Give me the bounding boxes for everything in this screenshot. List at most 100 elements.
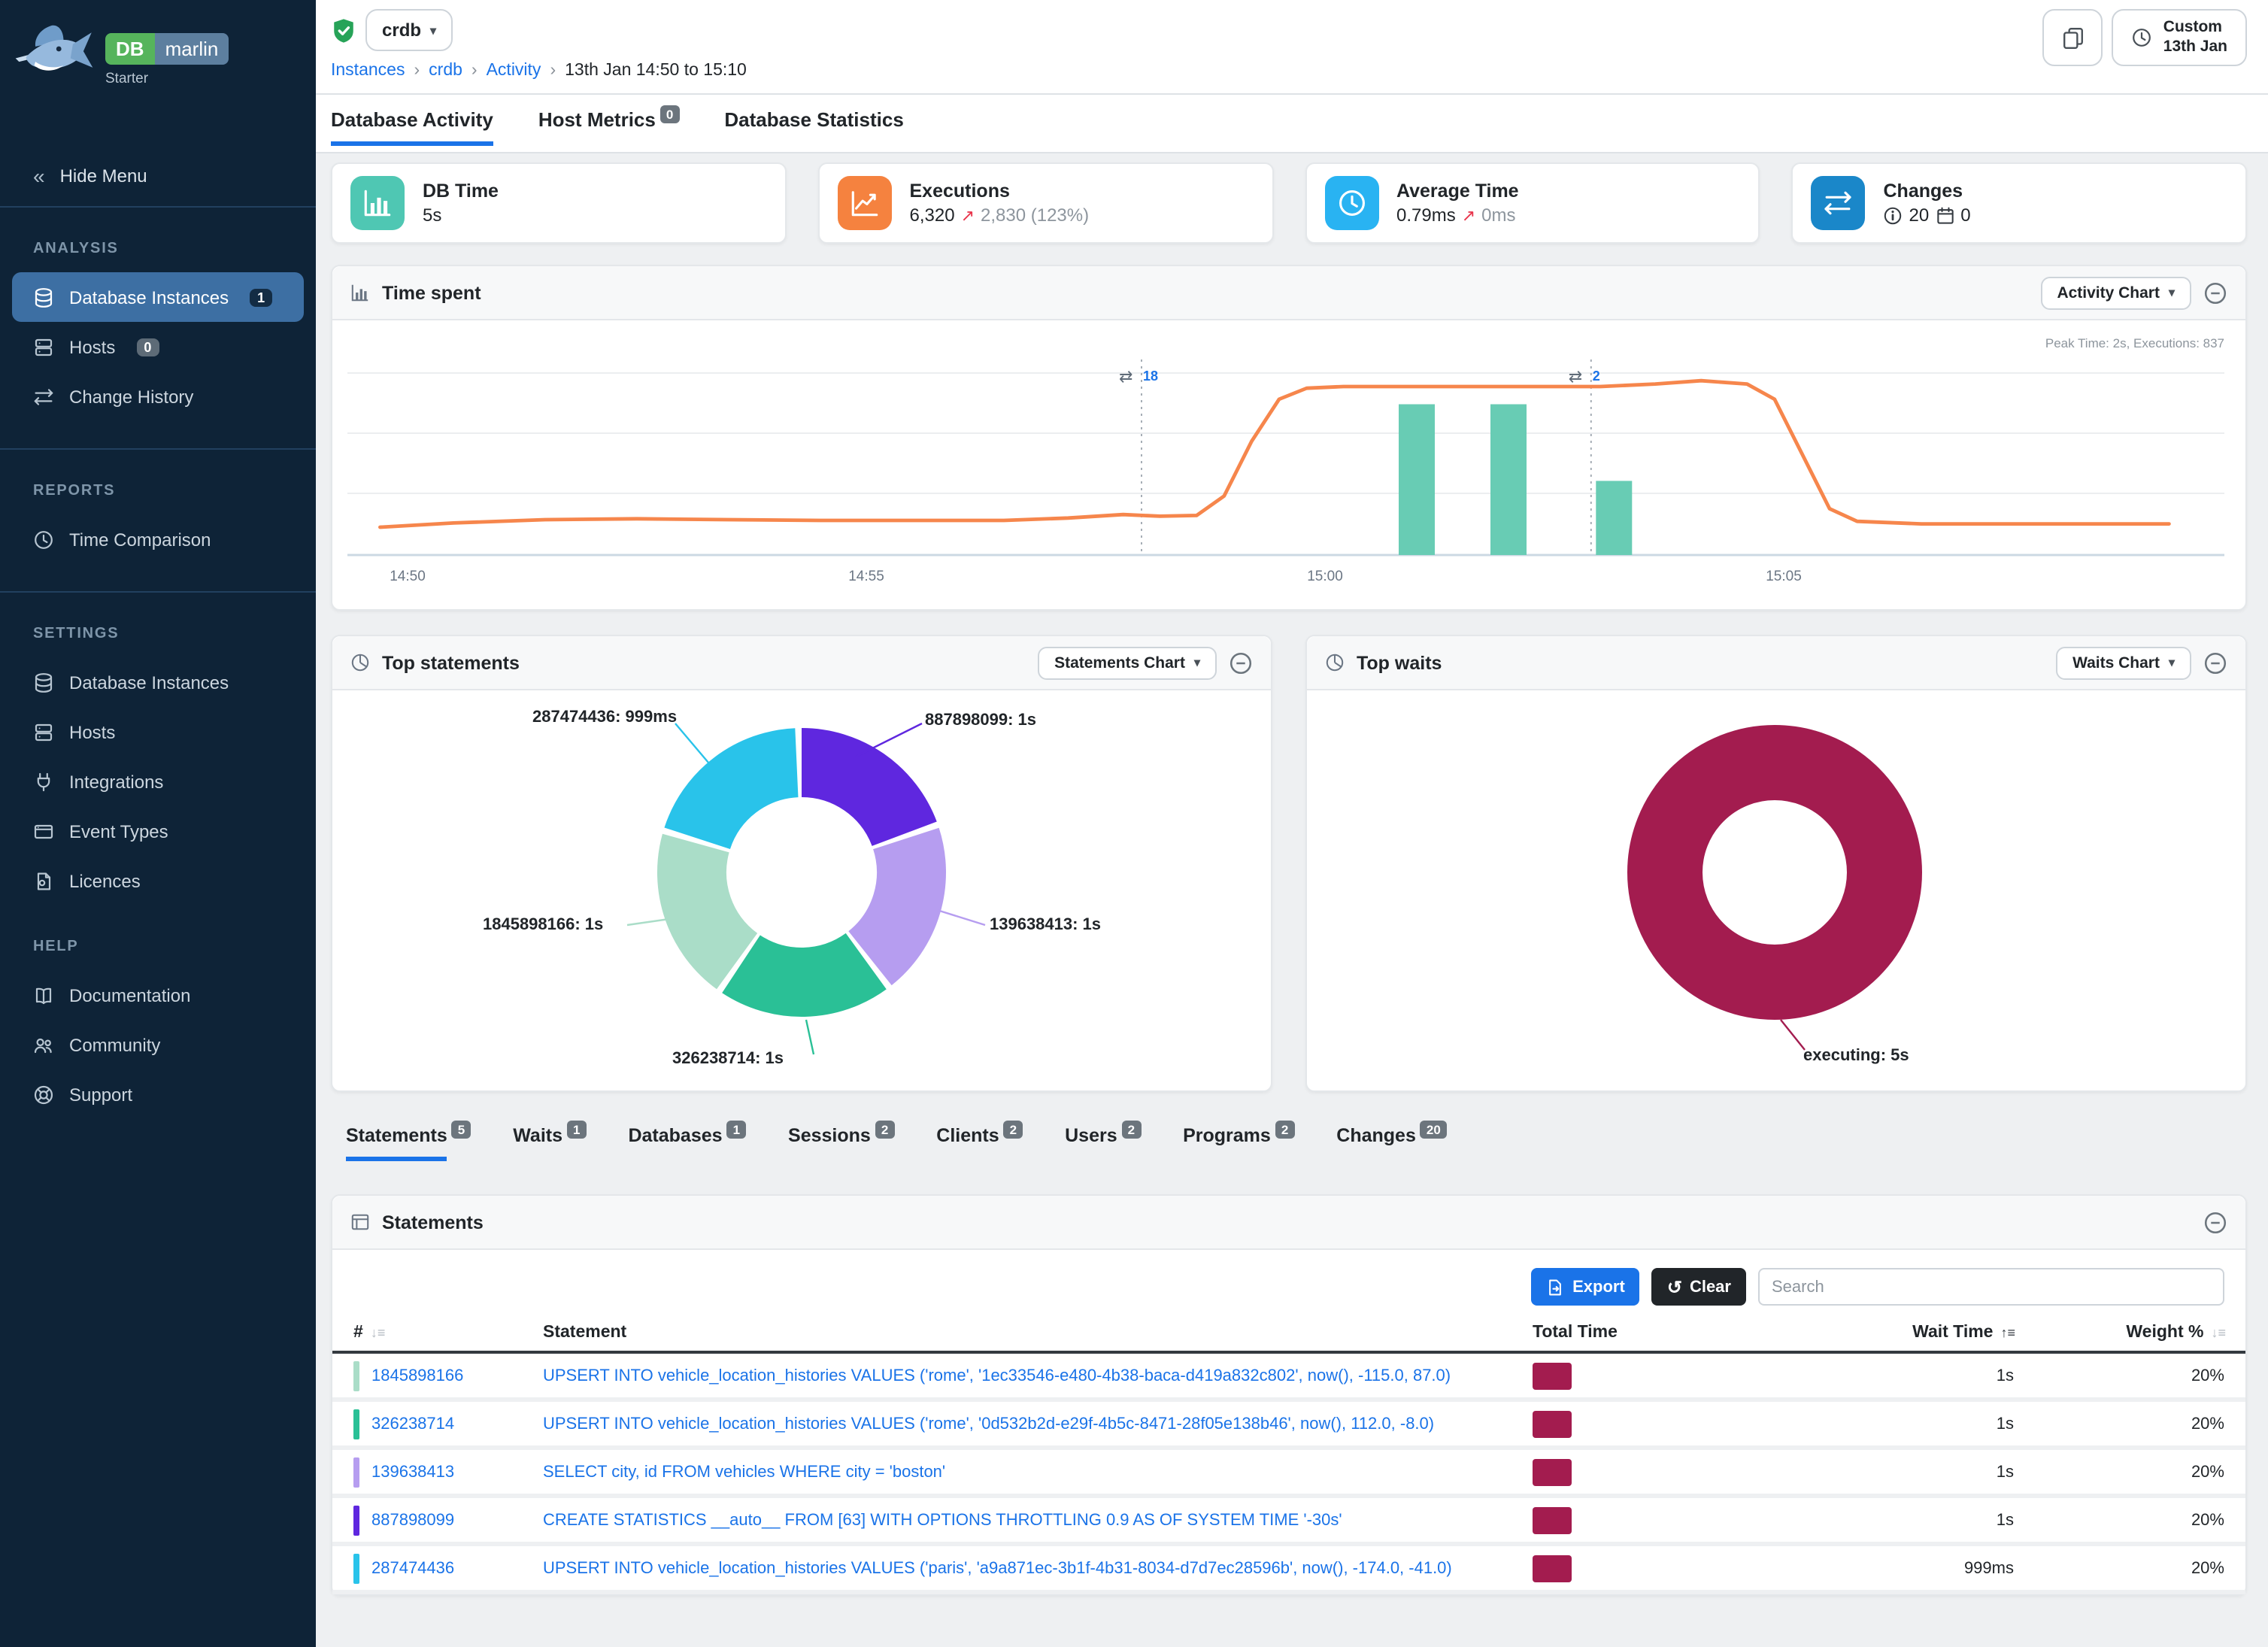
statement-link[interactable]: CREATE STATISTICS __auto__ FROM [63] WIT… [543,1511,1342,1529]
sidebar-item-integrations[interactable]: Integrations [0,757,316,806]
export-icon [1548,1278,1561,1295]
search-input[interactable] [1758,1268,2224,1306]
collapse-panel-icon[interactable] [2203,651,2227,675]
sidebar-item-licences[interactable]: Licences [0,856,316,905]
donut-segment-887898099[interactable] [657,728,946,1017]
tab-programs[interactable]: Programs 2 [1183,1121,1295,1176]
tab-statements[interactable]: Statements 5 [346,1121,471,1176]
metric-card-executions[interactable]: Executions 6,320 ↗ 2,830 (123%) [817,162,1273,244]
table-row: 887898099 CREATE STATISTICS __auto__ FROM… [332,1498,2245,1546]
pie-chart-icon [350,653,370,672]
donut-segment-139638413[interactable] [657,728,946,1017]
metric-card-changes[interactable]: Changes 20 0 [1791,162,2247,244]
tab-clients[interactable]: Clients 2 [936,1121,1023,1176]
donut-label-139638413: 139638413: 1s [990,916,1102,934]
table-row: 326238714 UPSERT INTO vehicle_location_hi… [332,1402,2245,1450]
breadcrumb-link-instances[interactable]: Instances [331,62,405,80]
table-body: 1845898166 UPSERT INTO vehicle_location_h… [332,1354,2245,1594]
tab-database-statistics[interactable]: Database Statistics [724,108,903,152]
dbmarlin-wordmark: DB marlin [105,33,229,65]
tab-sessions[interactable]: Sessions 2 [788,1121,895,1176]
waits-chart-selector[interactable]: Waits Chart ▾ [2056,646,2191,679]
tab-database-activity[interactable]: Database Activity [331,108,493,152]
statement-link[interactable]: UPSERT INTO vehicle_location_histories V… [543,1366,1451,1385]
time-spent-chart[interactable]: 14:50 14:55 15:00 15:05 ⇄ 18 ⇄ 2 [332,320,2245,609]
logo-marlin: marlin [154,33,229,65]
statement-color-bar [353,1457,359,1487]
activity-chart-selector[interactable]: Activity Chart ▾ [2040,276,2191,309]
executions-bar[interactable] [1596,481,1633,555]
total-time-bar [1533,1410,1572,1437]
column-header-statement[interactable]: Statement [543,1324,627,1342]
sidebar-item-community[interactable]: Community [0,1020,316,1069]
copy-link-button[interactable] [2042,9,2103,66]
change-marker-count[interactable]: 2 [1593,369,1600,384]
chevron-down-icon: ▾ [2168,656,2175,669]
instance-selector[interactable]: crdb ▾ [365,9,453,51]
donut-segment-1845898166[interactable] [648,719,955,1026]
statement-id-link[interactable]: 287474436 [371,1559,455,1577]
export-button[interactable]: Export [1530,1268,1640,1306]
sidebar-item-change-history[interactable]: Change History [0,372,316,421]
panel-title: Top waits [1357,652,1442,673]
tab-databases[interactable]: Databases 1 [628,1121,747,1176]
sidebar-item-support[interactable]: Support [0,1069,316,1119]
statements-chart-selector[interactable]: Statements Chart ▾ [1038,646,1217,679]
executions-bar[interactable] [1399,404,1435,555]
top-waits-panel: Top waits Waits Chart ▾ executing: 5s [1305,635,2247,1092]
column-header-id[interactable]: # ↓≡ [353,1324,386,1342]
total-time-bar [1533,1554,1572,1582]
panel-title: Time spent [382,282,481,303]
metric-card-db-time[interactable]: DB Time 5s [331,162,787,244]
statement-link[interactable]: UPSERT INTO vehicle_location_histories V… [543,1415,1435,1433]
sidebar-item-hosts[interactable]: Hosts [0,707,316,757]
collapse-panel-icon[interactable] [2203,1210,2227,1234]
statement-id-link[interactable]: 1845898166 [371,1366,464,1385]
sort-icon: ↓≡ [370,1325,386,1340]
app-logo[interactable]: DB marlin Starter [0,0,316,144]
collapse-panel-icon[interactable] [2203,281,2227,305]
hide-menu-button[interactable]: « Hide Menu [0,144,316,208]
tab-host-metrics[interactable]: Host Metrics 0 [538,105,680,152]
donut-segment-326238714[interactable] [648,719,955,1026]
tab-label: Changes [1336,1125,1416,1146]
statement-link[interactable]: SELECT city, id FROM vehicles WHERE city… [543,1463,946,1481]
statement-link[interactable]: UPSERT INTO vehicle_location_histories V… [543,1559,1452,1577]
statement-id-link[interactable]: 326238714 [371,1415,455,1433]
top-waits-chart[interactable]: executing: 5s [1307,690,2245,1090]
top-statements-chart[interactable]: 887898099: 1s 139638413: 1s 326238714: 1s 1… [332,690,1271,1090]
sidebar-item-event-types[interactable]: Event Types [0,806,316,856]
collapse-panel-icon[interactable] [1229,651,1253,675]
wait-time-value: 1s [1996,1463,2014,1481]
donut-segment-executing[interactable] [1627,725,1922,1020]
panel-title: Statements [382,1212,484,1233]
tab-changes[interactable]: Changes 20 [1336,1121,1447,1176]
metric-value: 6,320 [909,205,955,226]
sidebar-item-hosts[interactable]: Hosts 0 [0,322,316,372]
change-marker-count[interactable]: 18 [1143,369,1158,384]
sidebar-item-documentation[interactable]: Documentation [0,970,316,1020]
metric-card-average-time[interactable]: Average Time 0.79ms ↗ 0ms [1305,162,1760,244]
tab-label: Clients [936,1125,999,1146]
statement-id-link[interactable]: 139638413 [371,1463,455,1481]
sidebar-item-database-instances[interactable]: Database Instances 1 [12,272,304,322]
tab-waits[interactable]: Waits 1 [513,1121,587,1176]
sidebar-item-database-instances[interactable]: Database Instances [0,657,316,707]
column-header-total-time[interactable]: Total Time [1533,1324,1618,1342]
sort-icon: ↑≡ [2000,1325,2015,1340]
statement-id-link[interactable]: 887898099 [371,1511,455,1529]
sidebar-item-time-comparison[interactable]: Time Comparison [0,514,316,564]
breadcrumb-link-activity[interactable]: Activity [486,62,541,80]
clear-button[interactable]: ↺ Clear [1651,1268,1746,1306]
executions-bar[interactable] [1490,404,1527,555]
donut-segment-287474436[interactable] [657,728,946,1017]
column-header-wait-time[interactable]: Wait Time ↑≡ [1912,1324,2015,1342]
peak-note: Peak Time: 2s, Executions: 837 [2045,335,2224,350]
sidebar-item-label: Hosts [69,721,116,742]
tab-users[interactable]: Users 2 [1065,1121,1142,1176]
statement-color-bar [353,1553,359,1583]
time-range-button[interactable]: Custom 13th Jan [2112,9,2247,66]
breadcrumb-link-crdb[interactable]: crdb [429,62,462,80]
column-header-weight[interactable]: Weight % ↓≡ [2126,1324,2226,1342]
